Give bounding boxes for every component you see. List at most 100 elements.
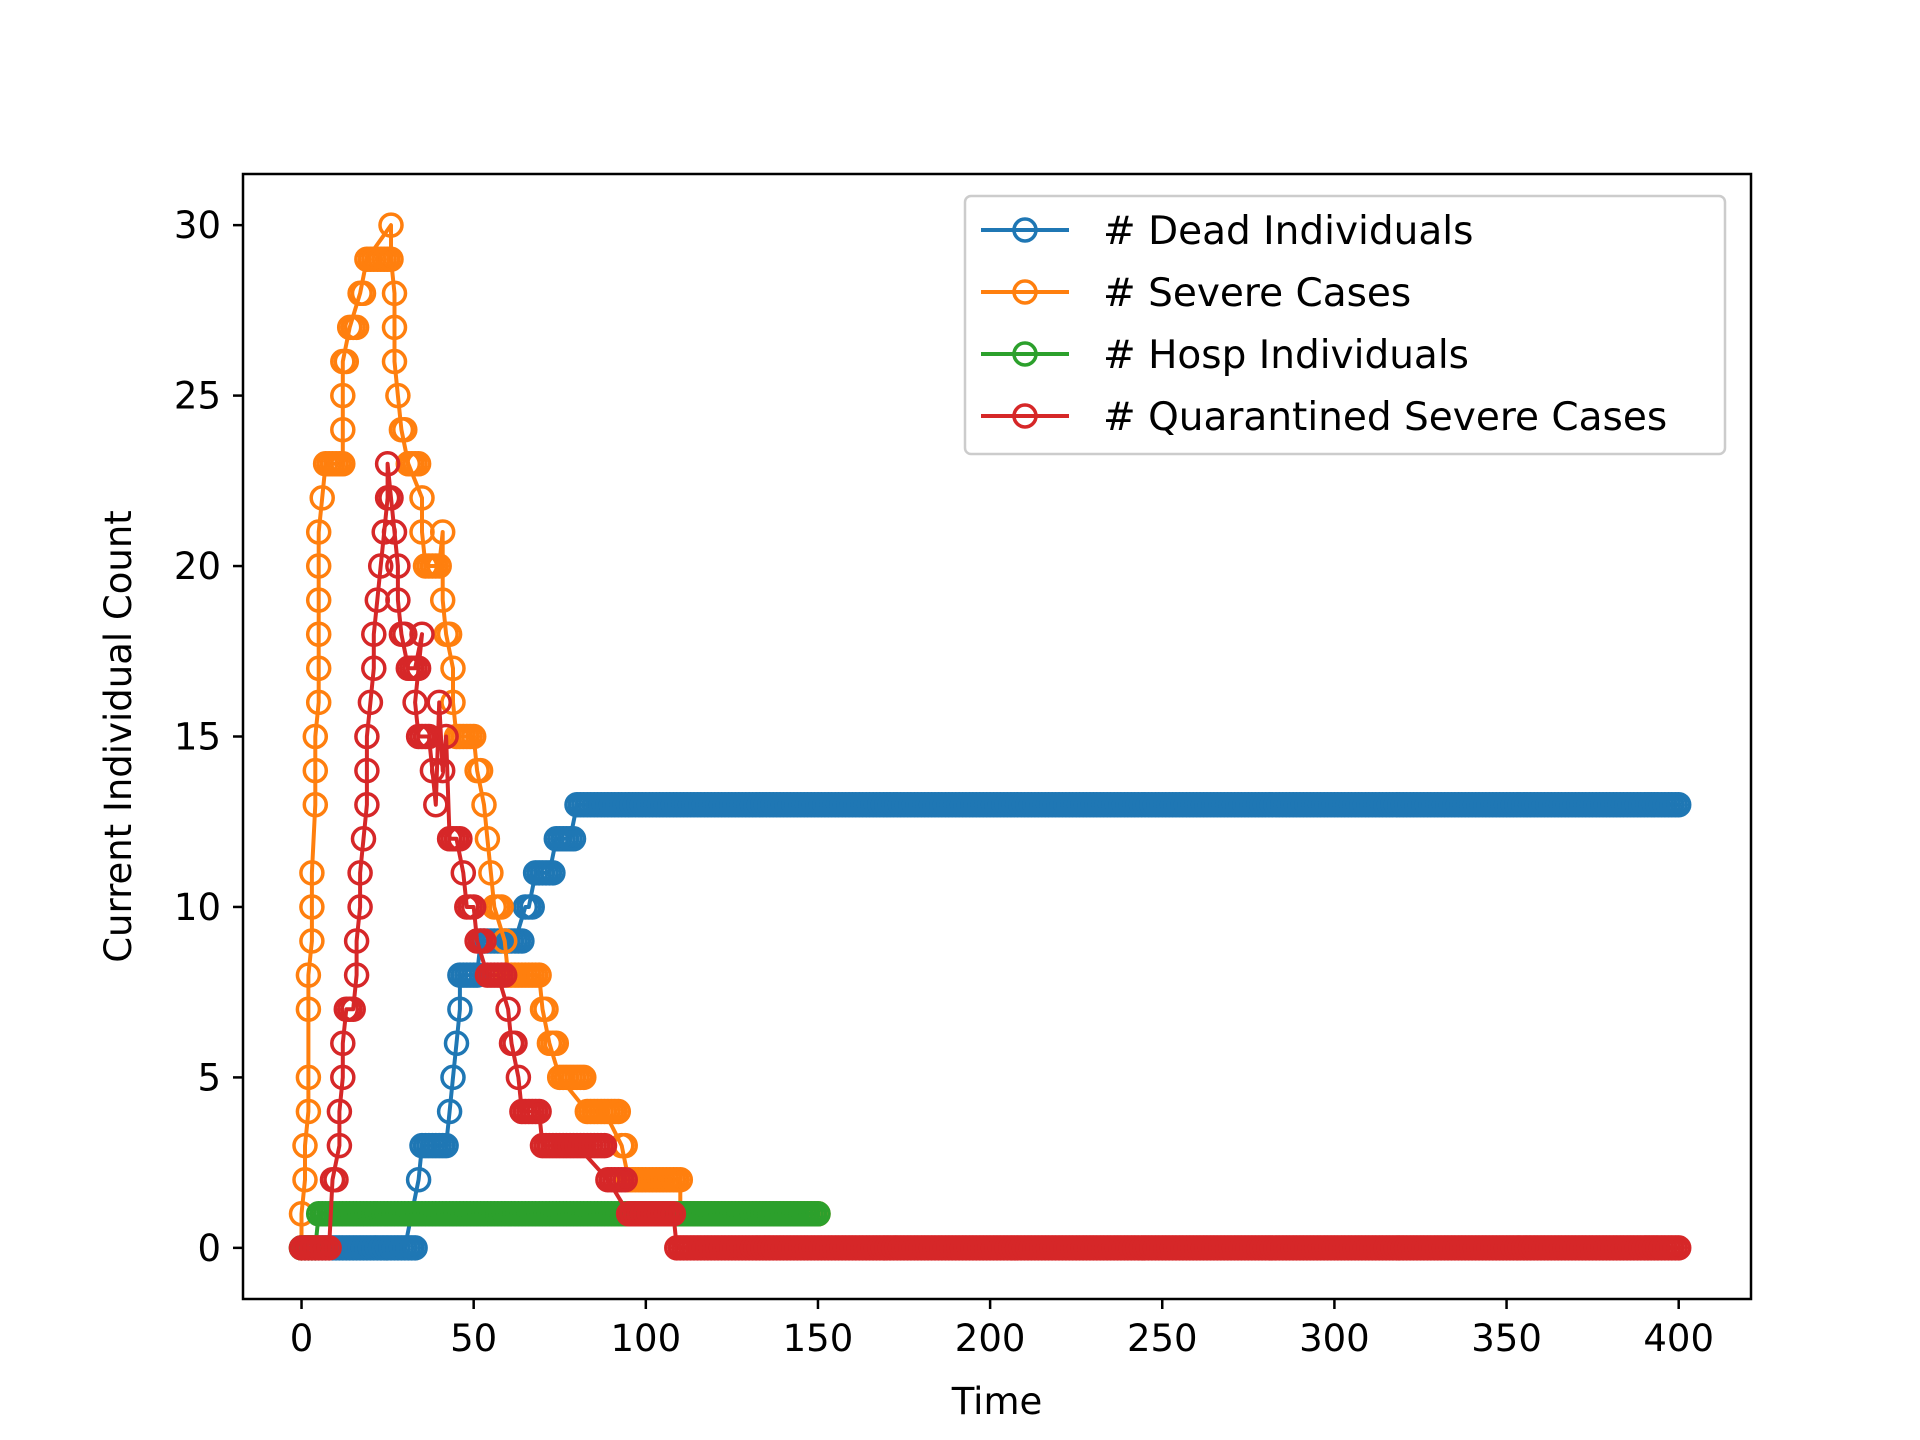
x-tick-label: 300 bbox=[1299, 1317, 1370, 1360]
data-point bbox=[509, 928, 535, 954]
data-point bbox=[302, 757, 329, 784]
data-point bbox=[491, 962, 518, 988]
data-point bbox=[460, 723, 487, 750]
series-0 bbox=[288, 791, 1692, 1261]
data-point bbox=[526, 1098, 552, 1125]
y-tick-label: 5 bbox=[197, 1056, 221, 1099]
x-tick-label: 50 bbox=[450, 1317, 497, 1360]
data-point bbox=[392, 416, 418, 443]
y-tick-label: 15 bbox=[174, 716, 221, 759]
legend: # Dead Individuals # Severe Cases # Hosp I… bbox=[963, 194, 1727, 456]
data-point bbox=[405, 655, 432, 682]
legend-label: # Dead Individuals bbox=[1103, 209, 1473, 254]
data-point bbox=[440, 1064, 466, 1091]
data-point bbox=[299, 860, 325, 886]
data-point bbox=[419, 757, 446, 784]
y-axis-label: Current Individual Count bbox=[97, 510, 140, 963]
data-point bbox=[316, 1235, 342, 1261]
data-point bbox=[378, 212, 404, 238]
legend-item: # Quarantined Severe Cases bbox=[981, 395, 1667, 440]
legend-swatch-marker bbox=[1012, 341, 1038, 367]
data-point bbox=[405, 1166, 432, 1193]
x-tick-label: 400 bbox=[1643, 1317, 1714, 1360]
data-point bbox=[299, 928, 325, 954]
x-tick-label: 350 bbox=[1471, 1317, 1542, 1360]
series-layer bbox=[288, 212, 1692, 1261]
data-point bbox=[571, 1064, 597, 1091]
data-point bbox=[471, 791, 497, 818]
data-point bbox=[343, 928, 370, 954]
data-point bbox=[409, 621, 435, 647]
data-point bbox=[302, 791, 329, 818]
data-point bbox=[402, 689, 428, 716]
data-point bbox=[374, 451, 401, 477]
data-point bbox=[354, 791, 380, 818]
data-point bbox=[371, 519, 397, 545]
data-point bbox=[295, 1064, 322, 1091]
data-point bbox=[354, 757, 380, 784]
x-tick-label: 250 bbox=[1127, 1317, 1198, 1360]
legend-item: # Hosp Individuals bbox=[981, 333, 1469, 378]
data-point bbox=[423, 791, 449, 818]
data-point bbox=[612, 1166, 638, 1193]
x-tick-label: 150 bbox=[783, 1317, 854, 1360]
data-point bbox=[447, 996, 473, 1022]
data-point bbox=[299, 894, 325, 920]
data-point bbox=[378, 246, 404, 272]
data-point bbox=[1665, 791, 1692, 818]
data-point bbox=[429, 519, 456, 545]
legend-label: # Severe Cases bbox=[1103, 271, 1411, 316]
data-point bbox=[402, 1235, 428, 1261]
data-point bbox=[443, 1030, 470, 1057]
data-point bbox=[323, 1166, 349, 1193]
data-point bbox=[305, 587, 332, 613]
data-point bbox=[381, 280, 408, 307]
legend-item: # Severe Cases bbox=[981, 271, 1411, 316]
data-point bbox=[381, 314, 408, 341]
data-point bbox=[354, 723, 380, 750]
data-point bbox=[409, 485, 435, 511]
y-tick-label: 20 bbox=[174, 545, 221, 588]
y-tick-label: 25 bbox=[174, 375, 221, 418]
data-point bbox=[305, 553, 332, 579]
legend-swatch-marker bbox=[1012, 217, 1038, 243]
data-point bbox=[305, 621, 332, 647]
data-point bbox=[347, 860, 373, 886]
data-point bbox=[440, 655, 466, 682]
series-line bbox=[301, 461, 1679, 1250]
data-point bbox=[433, 723, 459, 750]
data-point bbox=[591, 1132, 618, 1159]
data-point bbox=[540, 860, 566, 886]
data-point bbox=[295, 996, 322, 1022]
data-point bbox=[471, 928, 497, 954]
x-tick-label: 200 bbox=[955, 1317, 1026, 1360]
data-point bbox=[330, 451, 356, 477]
data-point bbox=[605, 1098, 632, 1125]
data-point bbox=[343, 962, 370, 988]
x-tick-label: 0 bbox=[290, 1317, 314, 1360]
y-tick-label: 30 bbox=[174, 204, 221, 247]
data-point bbox=[330, 382, 356, 409]
data-point bbox=[305, 689, 332, 716]
legend-label: # Hosp Individuals bbox=[1103, 333, 1469, 378]
ticks-layer: 0 50 100 150 200 250 300 350 400 0 5 10 15 20 25 30 bbox=[174, 204, 1714, 1360]
data-point bbox=[378, 485, 404, 511]
data-point bbox=[502, 1030, 528, 1057]
data-point bbox=[433, 1132, 459, 1159]
data-point bbox=[385, 587, 411, 613]
data-point bbox=[326, 1098, 353, 1125]
legend-label: # Quarantined Severe Cases bbox=[1103, 395, 1667, 440]
data-point bbox=[440, 689, 466, 716]
data-point bbox=[426, 553, 452, 579]
data-point bbox=[361, 621, 387, 647]
data-point bbox=[347, 894, 373, 920]
data-point bbox=[292, 1166, 318, 1193]
data-point bbox=[350, 826, 377, 852]
data-point bbox=[381, 348, 408, 375]
data-point bbox=[426, 689, 452, 716]
data-point bbox=[474, 826, 501, 852]
data-point bbox=[429, 587, 456, 613]
legend-item: # Dead Individuals bbox=[981, 209, 1473, 254]
data-point bbox=[343, 314, 370, 341]
